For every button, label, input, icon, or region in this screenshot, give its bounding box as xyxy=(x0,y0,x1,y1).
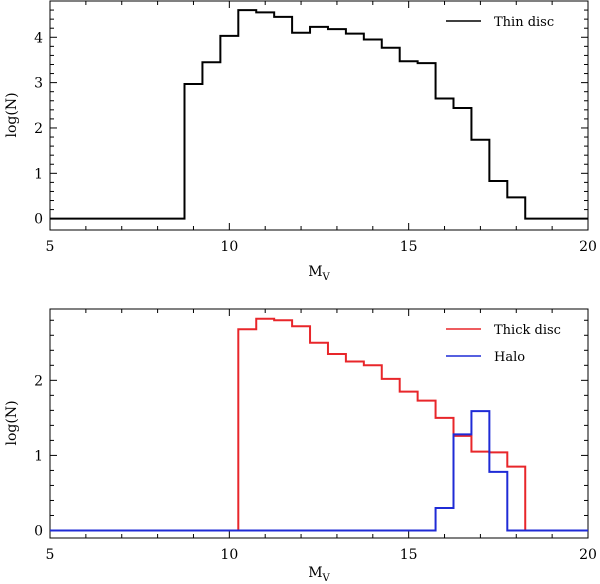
y-tick-label: 4 xyxy=(34,30,43,46)
y-tick-label: 3 xyxy=(34,76,43,92)
legend-label: Halo xyxy=(494,350,525,365)
x-axis-label-bottom: MV xyxy=(308,565,330,584)
series-bottom xyxy=(50,317,588,532)
legend-bottom: Thick disc Halo xyxy=(446,323,561,365)
y-tick-label: 2 xyxy=(34,373,43,389)
panel-top: 5 10 15 20 0 1 2 3 4 Thin disc MV log(N) xyxy=(4,0,597,283)
x-tick-label: 15 xyxy=(400,239,418,255)
x-tick-label: 20 xyxy=(579,547,597,563)
series-halo xyxy=(50,410,588,532)
y-tick-label: 2 xyxy=(34,121,43,137)
y-tick-label: 0 xyxy=(34,523,43,539)
y-tick-label: 0 xyxy=(34,212,43,228)
x-tick-label: 5 xyxy=(46,547,55,563)
x-tick-label: 10 xyxy=(220,547,238,563)
x-tick-label: 15 xyxy=(400,547,418,563)
x-axis-label-top: MV xyxy=(308,264,330,283)
y-tick-label: 1 xyxy=(34,448,43,464)
panel-bottom: 5 10 15 20 0 1 2 Thick disc Halo MV log(N) xyxy=(4,308,597,584)
y-axis-label-bottom: log(N) xyxy=(4,400,20,445)
ticks-top: 5 10 15 20 0 1 2 3 4 xyxy=(34,0,597,255)
plot-frame-bottom xyxy=(49,308,589,539)
y-tick-label: 1 xyxy=(34,166,43,182)
x-tick-label: 5 xyxy=(46,239,55,255)
x-tick-label: 10 xyxy=(220,239,238,255)
ticks-bottom: 5 10 15 20 0 1 2 xyxy=(34,309,597,563)
y-axis-label-top: log(N) xyxy=(4,92,20,137)
series-thin-disc xyxy=(50,9,588,220)
series-top xyxy=(50,9,588,220)
legend-top: Thin disc xyxy=(446,15,554,30)
legend-label: Thick disc xyxy=(494,323,561,338)
legend-label: Thin disc xyxy=(494,15,554,30)
x-tick-label: 20 xyxy=(579,239,597,255)
plot-frame-top xyxy=(49,0,589,231)
